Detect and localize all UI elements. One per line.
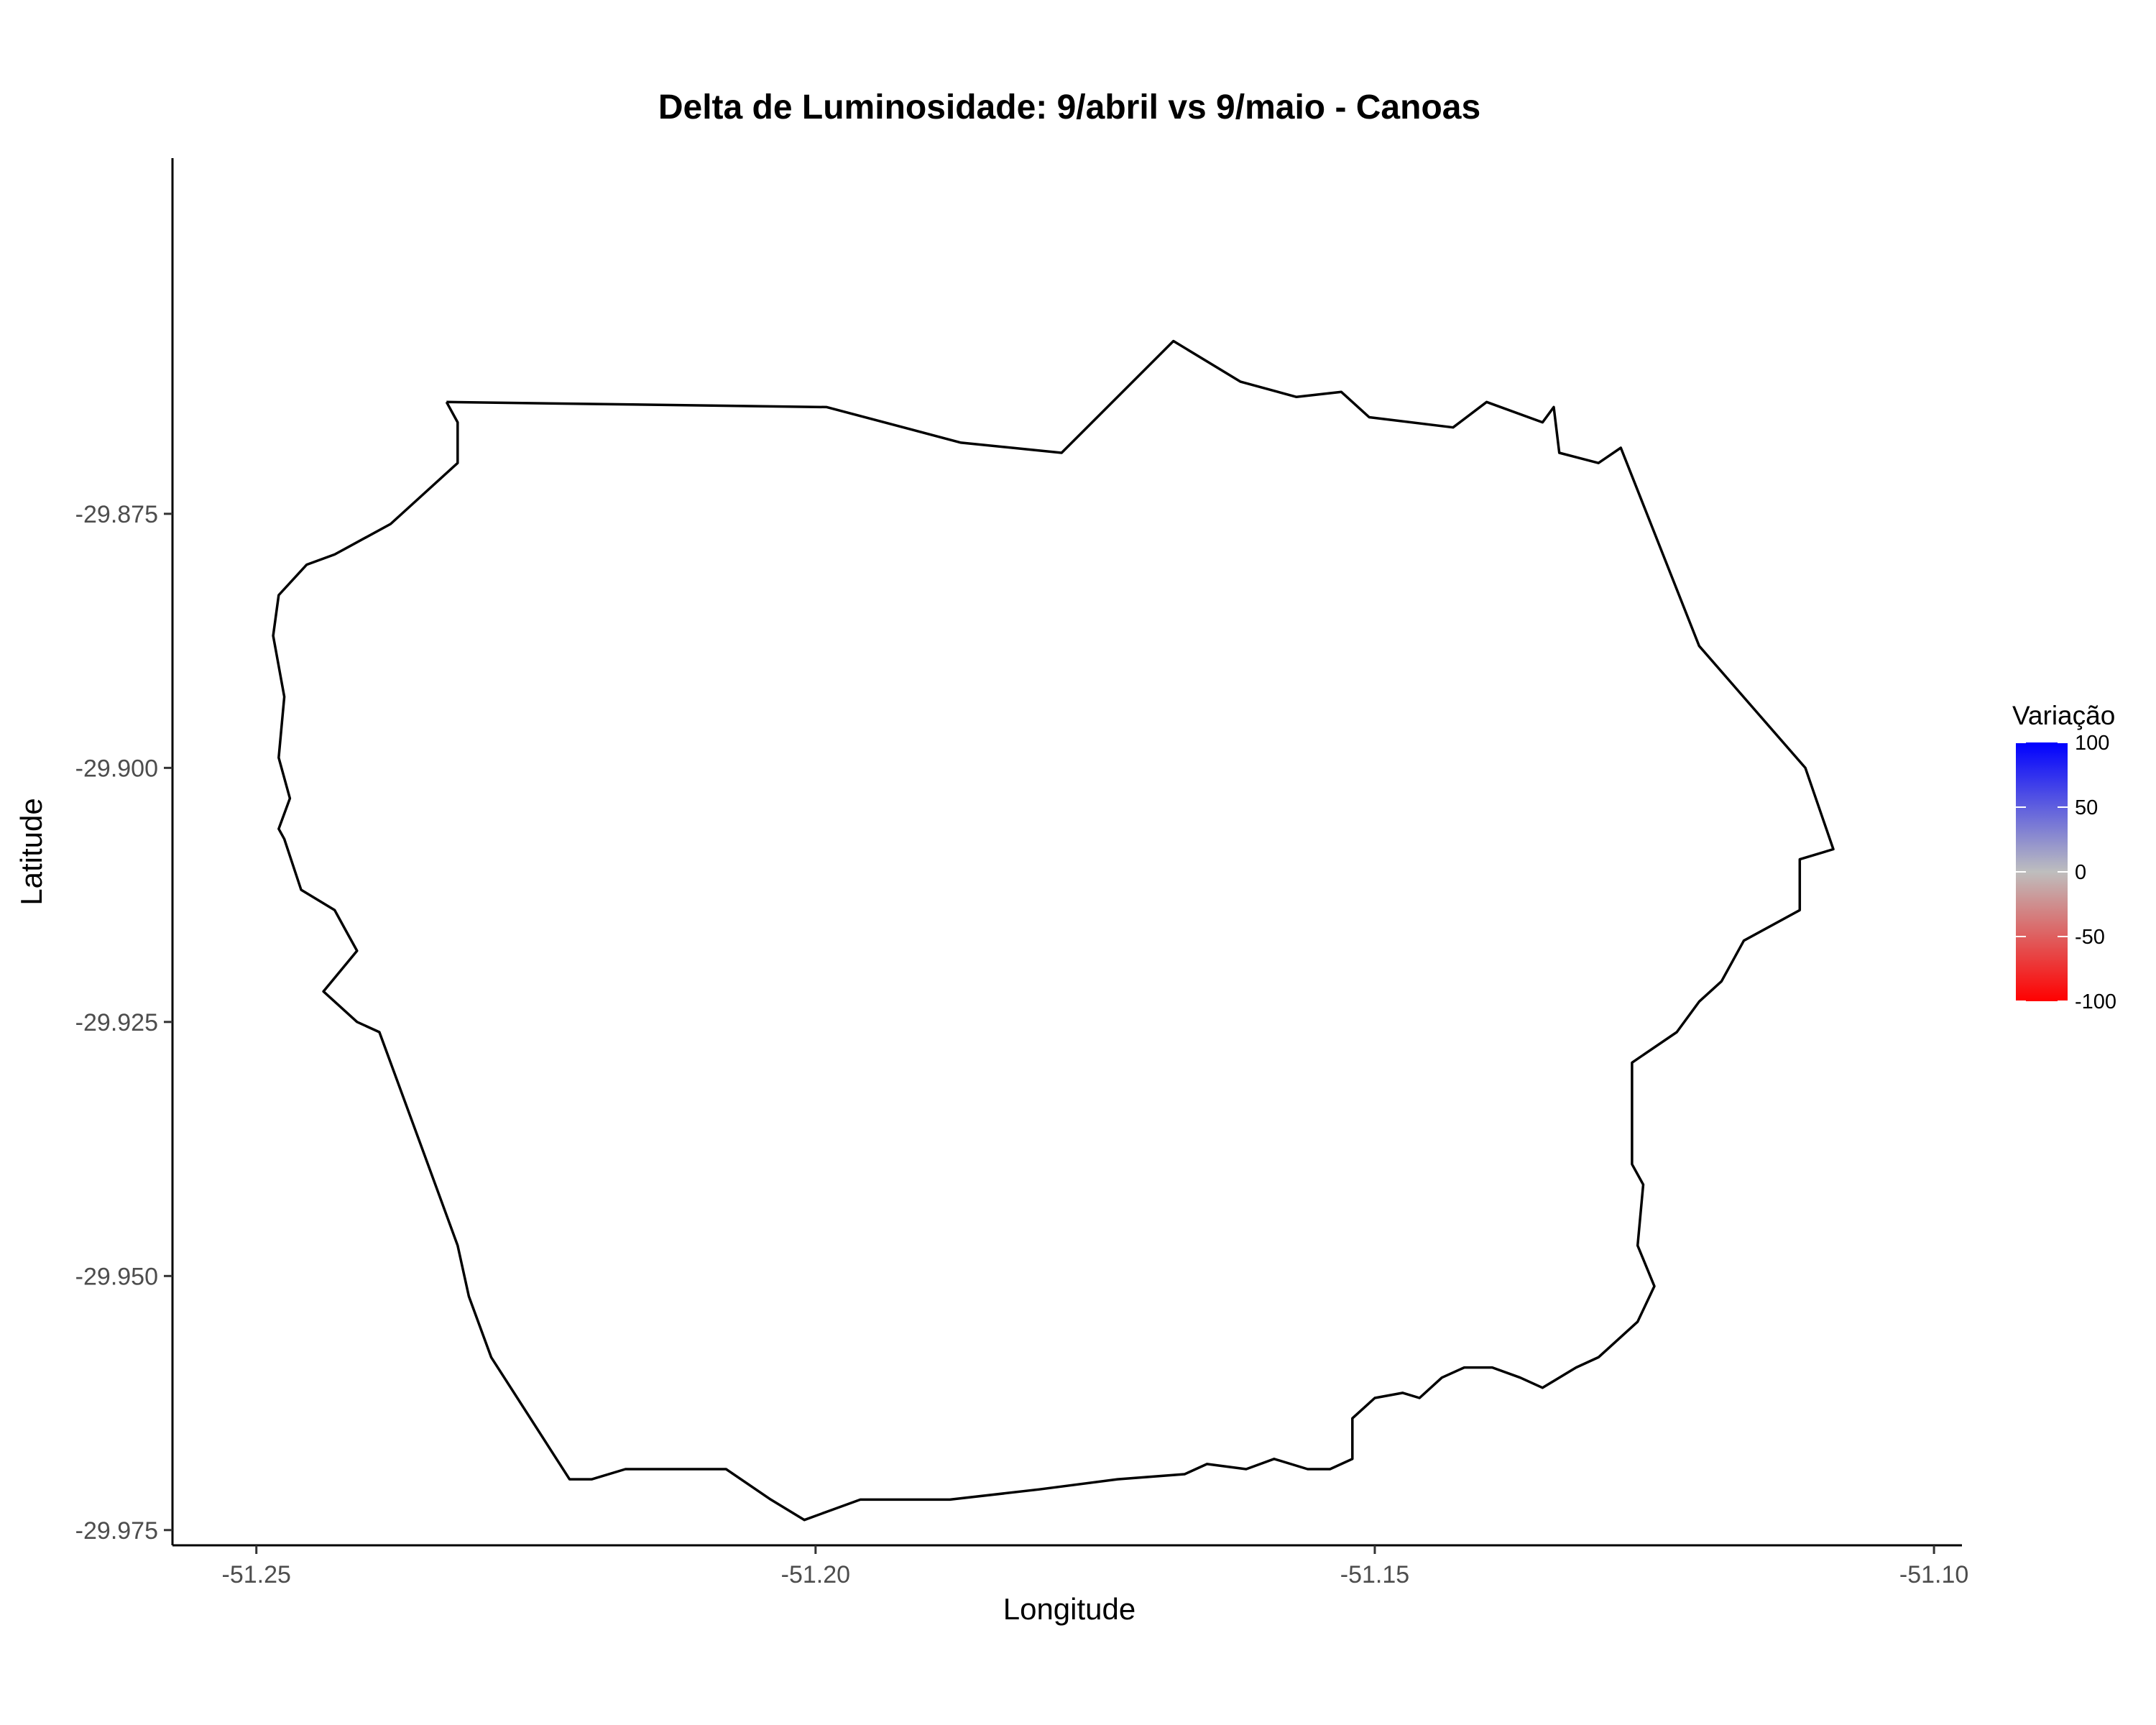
x-tick-label: -51.25: [222, 1561, 291, 1588]
y-tick-label: -29.900: [75, 755, 158, 782]
y-tick-label: -29.925: [75, 1009, 158, 1036]
municipality-boundary: [272, 339, 1835, 1522]
legend-tick-label: -50: [2075, 926, 2105, 949]
legend-tick-label: -100: [2075, 990, 2116, 1013]
color-legend: Variação 100 50 0 -50 -100: [2012, 701, 2116, 1013]
chart-title: Delta de Luminosidade: 9/abril vs 9/maio…: [658, 88, 1480, 126]
y-tick-label: -29.975: [75, 1517, 158, 1545]
legend-ticks: 100 50 0 -50 -100: [2016, 732, 2116, 1013]
y-tick-label: -29.875: [75, 501, 158, 528]
y-axis-title: Latitude: [14, 798, 48, 905]
x-axis-title: Longitude: [1003, 1592, 1136, 1626]
boundary-line: [272, 339, 1835, 1522]
x-tick-label: -51.15: [1340, 1561, 1409, 1588]
y-tick-label: -29.950: [75, 1263, 158, 1290]
plot-panel: -51.25 -51.20 -51.15 -51.10 -29.875 -29.900 -2…: [75, 158, 1969, 1588]
legend-tick-label: 50: [2075, 796, 2098, 819]
x-tick-label: -51.10: [1899, 1561, 1968, 1588]
x-tick-label: -51.20: [781, 1561, 850, 1588]
axis-ticks: -51.25 -51.20 -51.15 -51.10 -29.875 -29.900 -2…: [75, 501, 1969, 1588]
legend-tick-label: 0: [2075, 861, 2086, 884]
legend-title: Variação: [2012, 701, 2115, 730]
axes: [171, 158, 1962, 1547]
legend-tick-label: 100: [2075, 732, 2109, 755]
